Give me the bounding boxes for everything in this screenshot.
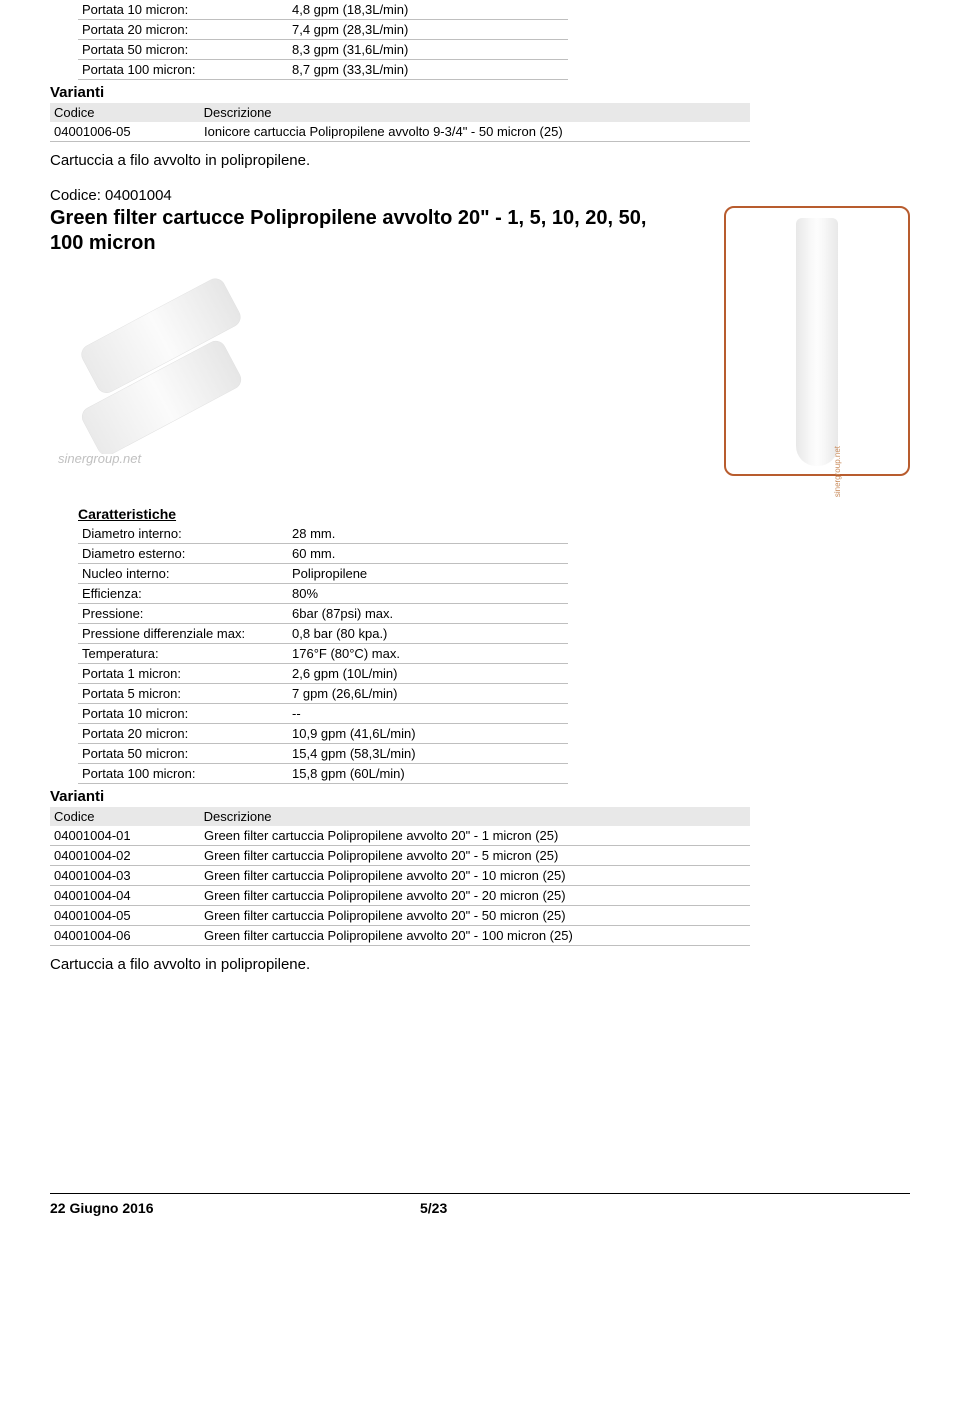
spec-label: Portata 100 micron:: [78, 60, 288, 80]
table-row: Portata 10 micron:--: [78, 704, 568, 724]
variants-header: Codice Descrizione: [50, 807, 750, 826]
spec-value: --: [288, 704, 568, 724]
variant-code: 04001004-01: [50, 826, 200, 846]
table-row: Efficienza:80%: [78, 584, 568, 604]
spec-label: Portata 5 micron:: [78, 684, 288, 704]
product-image-right: sinergroup.net: [724, 206, 910, 476]
characteristics-heading: Caratteristiche: [78, 506, 910, 522]
col-codice: Codice: [54, 809, 200, 824]
table-row: 04001004-02Green filter cartuccia Polipr…: [50, 846, 750, 866]
variant-desc: Green filter cartuccia Polipropilene avv…: [200, 866, 750, 886]
spec-value: 8,7 gpm (33,3L/min): [288, 60, 568, 80]
spec-label: Portata 1 micron:: [78, 664, 288, 684]
spec-label: Portata 20 micron:: [78, 724, 288, 744]
page-footer: 22 Giugno 2016 5/23: [50, 1193, 910, 1216]
spec-value: 28 mm.: [288, 524, 568, 544]
variant-code: 04001004-03: [50, 866, 200, 886]
spec-value: 6bar (87psi) max.: [288, 604, 568, 624]
col-descrizione: Descrizione: [204, 105, 272, 120]
variant-desc: Green filter cartuccia Polipropilene avv…: [200, 886, 750, 906]
table-row: Diametro interno:28 mm.: [78, 524, 568, 544]
variant-desc: Green filter cartuccia Polipropilene avv…: [200, 826, 750, 846]
spec-label: Portata 50 micron:: [78, 744, 288, 764]
spec-value: 15,4 gpm (58,3L/min): [288, 744, 568, 764]
variant-desc: Ionicore cartuccia Polipropilene avvolto…: [200, 122, 750, 142]
spec-label: Diametro interno:: [78, 524, 288, 544]
spec-value: 0,8 bar (80 kpa.): [288, 624, 568, 644]
table-row: Portata 10 micron:4,8 gpm (18,3L/min): [78, 0, 568, 20]
variant-desc: Green filter cartuccia Polipropilene avv…: [200, 926, 750, 946]
spec-value: 80%: [288, 584, 568, 604]
spec-label: Temperatura:: [78, 644, 288, 664]
table-row: Portata 50 micron:8,3 gpm (31,6L/min): [78, 40, 568, 60]
top-variants-table: 04001006-05Ionicore cartuccia Polipropil…: [50, 122, 750, 142]
top-spec-table: Portata 10 micron:4,8 gpm (18,3L/min)Por…: [78, 0, 568, 80]
table-row: 04001004-05Green filter cartuccia Polipr…: [50, 906, 750, 926]
spec-value: 10,9 gpm (41,6L/min): [288, 724, 568, 744]
spec-value: 4,8 gpm (18,3L/min): [288, 0, 568, 20]
col-codice: Codice: [54, 105, 200, 120]
table-row: Portata 100 micron:15,8 gpm (60L/min): [78, 764, 568, 784]
spec-value: 176°F (80°C) max.: [288, 644, 568, 664]
variants-table: 04001004-01Green filter cartuccia Polipr…: [50, 826, 750, 946]
variant-desc: Green filter cartuccia Polipropilene avv…: [200, 906, 750, 926]
spec-value: 7,4 gpm (28,3L/min): [288, 20, 568, 40]
table-row: 04001004-04Green filter cartuccia Polipr…: [50, 886, 750, 906]
spec-label: Pressione differenziale max:: [78, 624, 288, 644]
table-row: Pressione:6bar (87psi) max.: [78, 604, 568, 624]
product-image-left: sinergroup.net: [54, 274, 264, 474]
table-row: 04001006-05Ionicore cartuccia Polipropil…: [50, 122, 750, 142]
variant-code: 04001006-05: [50, 122, 200, 142]
bottom-description: Cartuccia a filo avvolto in polipropilen…: [50, 956, 910, 973]
spec-value: 7 gpm (26,6L/min): [288, 684, 568, 704]
spec-value: 8,3 gpm (31,6L/min): [288, 40, 568, 60]
footer-page: 5/23: [420, 1200, 447, 1216]
footer-date: 22 Giugno 2016: [50, 1200, 420, 1216]
cartridge-side-text: sinergroup.net: [833, 446, 842, 497]
spec-label: Portata 10 micron:: [78, 0, 288, 20]
table-row: Portata 50 micron:15,4 gpm (58,3L/min): [78, 744, 568, 764]
variant-code: 04001004-04: [50, 886, 200, 906]
table-row: Portata 20 micron:10,9 gpm (41,6L/min): [78, 724, 568, 744]
top-variants-heading: Varianti: [50, 84, 910, 101]
spec-label: Portata 100 micron:: [78, 764, 288, 784]
table-row: Pressione differenziale max:0,8 bar (80 …: [78, 624, 568, 644]
spec-value: 2,6 gpm (10L/min): [288, 664, 568, 684]
spec-label: Nucleo interno:: [78, 564, 288, 584]
table-row: Temperatura:176°F (80°C) max.: [78, 644, 568, 664]
product-code: Codice: 04001004: [50, 187, 910, 204]
spec-value: Polipropilene: [288, 564, 568, 584]
table-row: 04001004-03Green filter cartuccia Polipr…: [50, 866, 750, 886]
top-description: Cartuccia a filo avvolto in polipropilen…: [50, 152, 910, 169]
spec-label: Portata 50 micron:: [78, 40, 288, 60]
table-row: 04001004-06Green filter cartuccia Polipr…: [50, 926, 750, 946]
spec-label: Efficienza:: [78, 584, 288, 604]
table-row: Portata 100 micron:8,7 gpm (33,3L/min): [78, 60, 568, 80]
variants-heading: Varianti: [50, 788, 910, 805]
variant-code: 04001004-06: [50, 926, 200, 946]
table-row: Diametro esterno:60 mm.: [78, 544, 568, 564]
variant-code: 04001004-02: [50, 846, 200, 866]
cartridge-icon: sinergroup.net: [796, 218, 838, 466]
table-row: Portata 20 micron:7,4 gpm (28,3L/min): [78, 20, 568, 40]
table-row: Nucleo interno:Polipropilene: [78, 564, 568, 584]
table-row: Portata 1 micron:2,6 gpm (10L/min): [78, 664, 568, 684]
product-title: Green filter cartucce Polipropilene avvo…: [50, 206, 650, 256]
spec-value: 60 mm.: [288, 544, 568, 564]
spec-table: Diametro interno:28 mm.Diametro esterno:…: [78, 524, 568, 784]
spec-value: 15,8 gpm (60L/min): [288, 764, 568, 784]
spec-label: Pressione:: [78, 604, 288, 624]
watermark-text: sinergroup.net: [58, 451, 141, 466]
spec-label: Diametro esterno:: [78, 544, 288, 564]
table-row: 04001004-01Green filter cartuccia Polipr…: [50, 826, 750, 846]
table-row: Portata 5 micron:7 gpm (26,6L/min): [78, 684, 568, 704]
spec-label: Portata 10 micron:: [78, 704, 288, 724]
spec-label: Portata 20 micron:: [78, 20, 288, 40]
top-variants-header: Codice Descrizione: [50, 103, 750, 122]
col-descrizione: Descrizione: [204, 809, 272, 824]
variant-code: 04001004-05: [50, 906, 200, 926]
variant-desc: Green filter cartuccia Polipropilene avv…: [200, 846, 750, 866]
